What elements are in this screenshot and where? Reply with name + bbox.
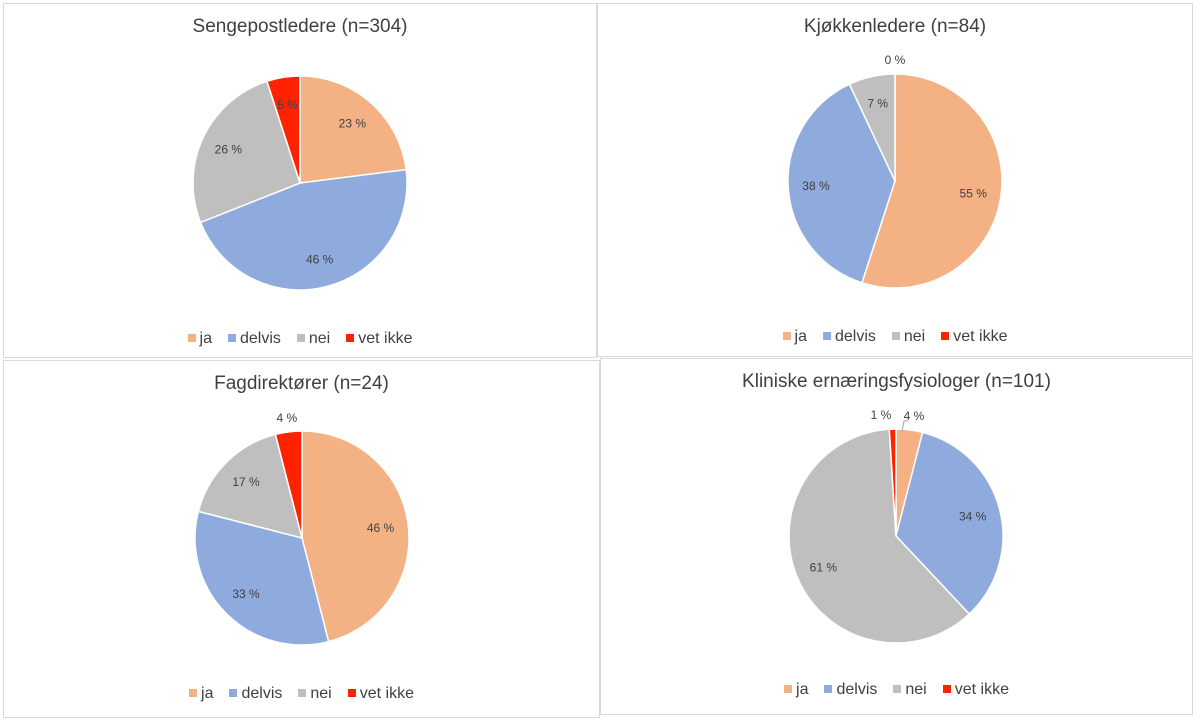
legend-label: delvis xyxy=(836,681,878,698)
legend: ja delvis nei vet ikke xyxy=(4,330,596,348)
pie-slice-ja xyxy=(301,430,410,643)
data-label: 61 % xyxy=(810,560,838,574)
pie-slice-ja xyxy=(860,73,1003,289)
pie-slice-vet-ikke xyxy=(888,428,897,537)
data-label: 23 % xyxy=(339,117,367,131)
legend-swatch xyxy=(941,332,950,340)
legend: ja delvis nei vet ikke xyxy=(4,685,599,703)
legend-item: nei xyxy=(893,681,927,699)
legend-label: ja xyxy=(794,328,807,345)
legend-swatch xyxy=(782,332,791,340)
legend-item: nei xyxy=(296,330,331,348)
legend-label: nei xyxy=(310,685,332,702)
pie: 55 % 38 % 7 % 0 % xyxy=(787,53,1003,289)
pie-slice-delvis xyxy=(199,168,408,291)
data-label: 5 % xyxy=(277,98,298,112)
data-label: 1 % xyxy=(871,408,892,422)
data-label: 4 % xyxy=(904,409,925,423)
pie-slice-nei xyxy=(192,80,301,224)
pie: 46 % 33 % 17 % 4 % xyxy=(194,411,410,646)
legend-label: nei xyxy=(905,681,927,698)
chart-title: Kjøkkenledere (n=84) xyxy=(803,16,987,37)
legend-swatch xyxy=(296,334,305,342)
data-label: 46 % xyxy=(367,521,395,535)
legend-item: ja xyxy=(784,681,808,699)
legend-swatch xyxy=(229,689,238,697)
legend-label: vet ikke xyxy=(358,330,413,347)
pie-chart-panel: Sengepostledere (n=304) 23 % 46 % 26 % 5 % ja… xyxy=(3,3,597,358)
legend-swatch xyxy=(227,334,236,342)
legend-item: delvis xyxy=(824,681,877,699)
data-label: 46 % xyxy=(306,253,334,267)
pie-chart-panel: Fagdirektører (n=24) 46 % 33 % 17 % 4 % ja del… xyxy=(3,360,600,718)
legend-swatch xyxy=(784,685,793,693)
legend-item: vet ikke xyxy=(346,330,412,348)
legend-swatch xyxy=(891,332,900,340)
data-label: 7 % xyxy=(867,97,888,111)
data-label: 26 % xyxy=(215,142,243,156)
pie-slice-vet-ikke xyxy=(274,430,303,539)
pie-slice-nei xyxy=(848,73,896,182)
legend-swatch xyxy=(189,689,198,697)
legend-swatch xyxy=(347,689,356,697)
legend-label: delvis xyxy=(834,328,876,345)
legend-item: delvis xyxy=(227,330,281,348)
legend-item: vet ikke xyxy=(941,328,1007,346)
leader-line xyxy=(901,420,908,433)
chart-title: Kliniske ernæringsfysiologer (n=101) xyxy=(742,371,1051,392)
data-label: 17 % xyxy=(232,475,260,489)
legend-item: vet ikke xyxy=(347,685,414,703)
legend: ja delvis nei vet ikke xyxy=(598,328,1192,346)
legend-swatch xyxy=(893,685,902,693)
pie-slice-vet-ikke xyxy=(265,75,301,184)
legend-item: ja xyxy=(187,330,212,348)
legend-item: nei xyxy=(891,328,926,346)
pie-chart-panel: Kjøkkenledere (n=84) 55 % 38 % 7 % 0 % ja delv… xyxy=(597,3,1193,357)
pie-slice-nei xyxy=(197,433,304,540)
data-label: 55 % xyxy=(960,186,988,200)
legend-item: vet ikke xyxy=(942,681,1009,699)
legend: ja delvis nei vet ikke xyxy=(601,681,1192,699)
legend-label: ja xyxy=(199,330,212,347)
legend-label: ja xyxy=(201,685,214,702)
legend-item: ja xyxy=(782,328,807,346)
legend-swatch xyxy=(942,685,951,693)
legend-label: vet ikke xyxy=(953,328,1008,345)
legend-swatch xyxy=(824,685,833,693)
legend-item: ja xyxy=(189,685,213,703)
pie: 23 % 46 % 26 % 5 % xyxy=(192,75,408,291)
data-label: 38 % xyxy=(802,179,830,193)
legend-item: nei xyxy=(298,685,332,703)
legend-label: vet ikke xyxy=(954,681,1009,698)
legend-swatch xyxy=(187,334,196,342)
legend-item: delvis xyxy=(229,685,282,703)
data-label: 33 % xyxy=(232,587,260,601)
data-label: 34 % xyxy=(959,509,987,523)
pie: 4 % 34 % 61 % 1 % xyxy=(788,408,1004,644)
pie-slice-ja xyxy=(299,75,407,184)
pie-slice-delvis xyxy=(787,83,896,284)
pie-slice-delvis xyxy=(194,510,330,646)
legend-label: vet ikke xyxy=(359,685,414,702)
legend-label: nei xyxy=(903,328,926,345)
legend-item: delvis xyxy=(822,328,876,346)
legend-label: nei xyxy=(308,330,331,347)
legend-swatch xyxy=(346,334,355,342)
legend-label: delvis xyxy=(241,685,283,702)
pie-chart-panel: Kliniske ernæringsfysiologer (n=101) 4 % 3… xyxy=(600,358,1193,715)
data-label: 4 % xyxy=(276,411,297,425)
pie-slice-delvis xyxy=(895,431,1004,616)
legend-label: ja xyxy=(796,681,809,698)
pie-slice-nei xyxy=(788,428,971,644)
legend-swatch xyxy=(822,332,831,340)
legend-label: delvis xyxy=(239,330,281,347)
data-label: 0 % xyxy=(885,53,906,67)
legend-swatch xyxy=(298,689,307,697)
chart-title: Sengepostledere (n=304) xyxy=(192,16,408,37)
chart-title: Fagdirektører (n=24) xyxy=(214,373,389,394)
